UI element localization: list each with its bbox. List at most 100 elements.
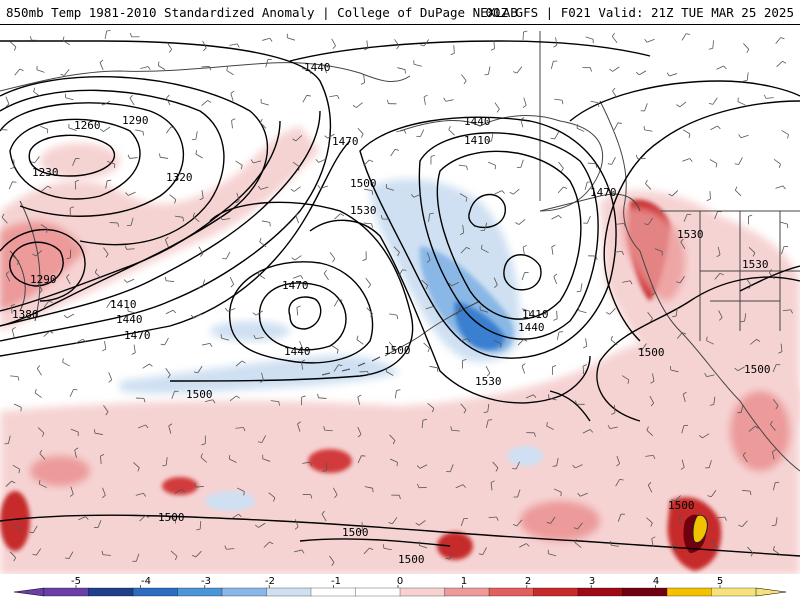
wind-barb bbox=[109, 372, 112, 379]
wind-barb-flag bbox=[94, 429, 95, 433]
wind-barb bbox=[203, 41, 207, 48]
wind-barb-flag bbox=[611, 336, 612, 340]
colorbar-segment bbox=[267, 588, 312, 596]
contour-label: 1500 bbox=[384, 344, 411, 357]
wind-barb-flag bbox=[523, 105, 526, 107]
wind-barb bbox=[583, 366, 584, 374]
wind-barb bbox=[75, 182, 76, 190]
wind-barb bbox=[130, 98, 134, 105]
wind-barb bbox=[228, 309, 236, 312]
wind-barb-flag bbox=[748, 215, 752, 216]
contour-label: 1530 bbox=[350, 204, 377, 217]
wind-barb-flag bbox=[227, 67, 228, 71]
wind-barb-flag bbox=[128, 155, 130, 159]
wind-barb bbox=[519, 219, 525, 224]
wind-barb bbox=[682, 158, 689, 161]
wind-barb bbox=[170, 195, 176, 200]
wind-barb-flag bbox=[707, 199, 711, 201]
wind-barb-flag bbox=[561, 168, 563, 171]
wind-barb bbox=[611, 340, 617, 345]
wind-barb-flag bbox=[337, 350, 338, 354]
wind-barb bbox=[556, 37, 557, 45]
wind-barb bbox=[194, 314, 201, 318]
wind-barb-flag bbox=[491, 49, 495, 51]
wind-barb-flag bbox=[253, 313, 256, 316]
wind-barb-flag bbox=[431, 155, 435, 156]
wind-barb bbox=[331, 345, 338, 349]
wind-barb-flag bbox=[618, 123, 622, 124]
colorbar-tick: -2 bbox=[265, 576, 275, 587]
anomaly-map[interactable]: 1440 1260 1290 1230 1320 1290 1380 1410 … bbox=[0, 24, 800, 575]
wind-barb bbox=[37, 70, 45, 73]
wind-barb bbox=[775, 186, 783, 189]
wind-barb-flag bbox=[522, 364, 525, 366]
wind-barb-flag bbox=[510, 192, 513, 194]
wind-barb-flag bbox=[764, 95, 766, 99]
wind-barb-flag bbox=[210, 343, 212, 346]
contour-label: 1500 bbox=[744, 363, 771, 376]
wind-barb-flag bbox=[739, 134, 741, 137]
wind-barb-flag bbox=[337, 95, 339, 99]
wind-barb bbox=[672, 190, 678, 195]
wind-barb-flag bbox=[596, 256, 597, 260]
wind-barb-flag bbox=[318, 394, 319, 398]
wind-barb-flag bbox=[316, 159, 319, 162]
wind-barb bbox=[202, 100, 208, 105]
wind-barb bbox=[739, 157, 743, 164]
wind-barb-flag bbox=[159, 153, 160, 157]
wind-barb-flag bbox=[686, 34, 690, 35]
wind-barb bbox=[614, 405, 615, 413]
wind-barb bbox=[645, 184, 650, 190]
wind-barb-flag bbox=[14, 47, 16, 51]
wind-barb-flag bbox=[612, 33, 614, 36]
wind-barb bbox=[366, 278, 371, 284]
wind-barb bbox=[297, 307, 298, 315]
wind-barb bbox=[135, 130, 143, 132]
wind-barb bbox=[294, 187, 300, 192]
wind-barb-flag bbox=[523, 245, 527, 247]
wind-barb-flag bbox=[30, 36, 31, 40]
wind-barb bbox=[396, 130, 404, 132]
wind-barb bbox=[10, 42, 16, 47]
wind-barb bbox=[558, 187, 563, 193]
colorbar-segment bbox=[356, 588, 401, 596]
wind-barb bbox=[557, 332, 559, 340]
wind-barb-flag bbox=[161, 344, 165, 345]
wind-barb bbox=[166, 281, 174, 282]
wind-barb bbox=[196, 131, 197, 139]
wind-barb bbox=[236, 161, 243, 165]
wind-barb bbox=[645, 130, 653, 131]
wind-barb bbox=[682, 34, 686, 41]
wind-barb-flag bbox=[358, 395, 361, 397]
colorbar-segment bbox=[489, 588, 534, 596]
wind-barb bbox=[130, 158, 138, 159]
wind-barb bbox=[143, 364, 150, 368]
wind-barb-flag bbox=[368, 285, 370, 288]
wind-barb-flag bbox=[203, 48, 206, 51]
wind-barb-flag bbox=[232, 119, 236, 121]
wind-barb bbox=[680, 102, 686, 107]
contour-label: 1230 bbox=[32, 166, 59, 179]
warm-spot-3 bbox=[437, 532, 473, 560]
wind-barb-flag bbox=[270, 38, 272, 41]
wind-barb bbox=[513, 189, 519, 194]
wind-barb-flag bbox=[50, 331, 53, 333]
wind-barb-flag bbox=[340, 214, 343, 216]
colorbar-segment bbox=[623, 588, 668, 596]
warm-spot-7 bbox=[730, 391, 790, 471]
wind-barb-flag bbox=[449, 126, 451, 130]
wind-barb bbox=[230, 44, 238, 46]
wind-barb-flag bbox=[709, 48, 713, 49]
wind-barb-flag bbox=[63, 37, 64, 41]
wind-barb bbox=[710, 126, 717, 130]
wind-barb bbox=[364, 223, 372, 224]
wind-barb-flag bbox=[338, 299, 342, 300]
wind-barb-flag bbox=[196, 150, 197, 154]
wind-barb bbox=[645, 103, 648, 111]
wind-barb bbox=[683, 130, 690, 134]
wind-barb bbox=[741, 135, 749, 137]
wind-barb-flag bbox=[237, 44, 239, 48]
wind-barb-flag bbox=[645, 180, 647, 183]
wind-barb-flag bbox=[12, 327, 15, 329]
wind-barb-flag bbox=[173, 310, 176, 313]
